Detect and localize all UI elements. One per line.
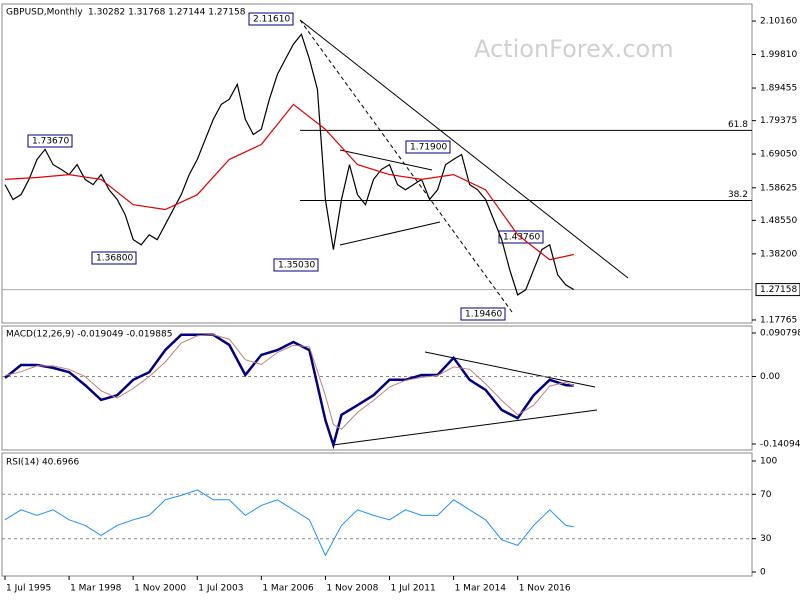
annotation-box (460, 307, 506, 321)
annotation: 2.11610 (253, 15, 290, 25)
last-price-label: 1.27158 (760, 285, 797, 295)
fib-label: 61.8 (728, 120, 748, 130)
y-tick-label: 0.00 (760, 372, 780, 382)
watermark: ActionForex.com (474, 35, 674, 63)
series-line (4, 489, 574, 557)
annotation: 1.71900 (410, 143, 447, 153)
y-tick-label: 70 (760, 490, 772, 500)
y-tick-label: 30 (760, 534, 772, 544)
x-tick-label: 1 Jul 2011 (391, 584, 436, 594)
x-tick-label: 1 Nov 2000 (134, 584, 186, 594)
annotation-box (273, 258, 319, 272)
rsi-panel (1, 452, 753, 577)
price-panel (1, 3, 753, 324)
y-tick-label: -0.14094 (760, 439, 800, 449)
fib-label: 38.2 (728, 190, 748, 200)
annotation: 1.35030 (278, 261, 315, 271)
y-tick-label: 2.10160 (760, 17, 797, 27)
annotation-box (405, 140, 451, 154)
annotation-box (27, 134, 73, 148)
y-tick-label: 0 (760, 568, 766, 578)
macd-title: MACD(12,26,9) -0.019049 -0.019885 (6, 330, 172, 340)
trend-line (339, 149, 433, 171)
trend-line (339, 221, 441, 246)
macd-panel (1, 325, 753, 451)
x-tick-label: 1 Mar 2014 (455, 584, 507, 594)
x-tick-label: 1 Nov 2008 (326, 584, 378, 594)
y-tick-label: 1.17765 (760, 315, 797, 325)
annotation: 1.19460 (465, 310, 502, 320)
y-tick-label: 0.090798 (760, 328, 800, 338)
y-tick-label: 1.79375 (760, 116, 797, 126)
chart-title: GBPUSD,Monthly (6, 8, 83, 18)
rsi-title: RSI(14) 40.6966 (6, 458, 79, 468)
series-line (4, 32, 575, 296)
trend-line (299, 19, 513, 313)
annotation: 1.36800 (96, 254, 133, 264)
x-tick-label: 1 Nov 2016 (519, 584, 571, 594)
trend-line (332, 409, 598, 446)
x-tick-label: 1 Jul 2003 (198, 584, 243, 594)
y-tick-label: 1.99810 (760, 50, 797, 60)
y-tick-label: 1.58625 (760, 183, 797, 193)
y-tick-label: 1.89455 (760, 84, 797, 94)
series-line (4, 333, 574, 450)
series-line (4, 103, 574, 261)
annotation-box (248, 12, 294, 26)
last-price-box (755, 283, 800, 297)
y-tick-label: 1.38200 (760, 249, 797, 259)
chart-subtitle: 1.30282 1.31768 1.27144 1.27158 (88, 8, 246, 18)
x-tick-label: 1 Mar 1998 (70, 584, 122, 594)
annotation: 1.73670 (32, 137, 69, 147)
trend-line (299, 19, 629, 279)
x-tick-label: 1 Mar 2006 (262, 584, 314, 594)
trend-line (424, 351, 596, 388)
x-tick-label: 1 Jul 1995 (6, 584, 51, 594)
y-tick-label: 1.69050 (760, 150, 797, 160)
y-tick-label: 100 (760, 456, 777, 466)
y-tick-label: 1.48550 (760, 216, 797, 226)
series-line (4, 334, 575, 430)
annotation-box (91, 251, 137, 265)
